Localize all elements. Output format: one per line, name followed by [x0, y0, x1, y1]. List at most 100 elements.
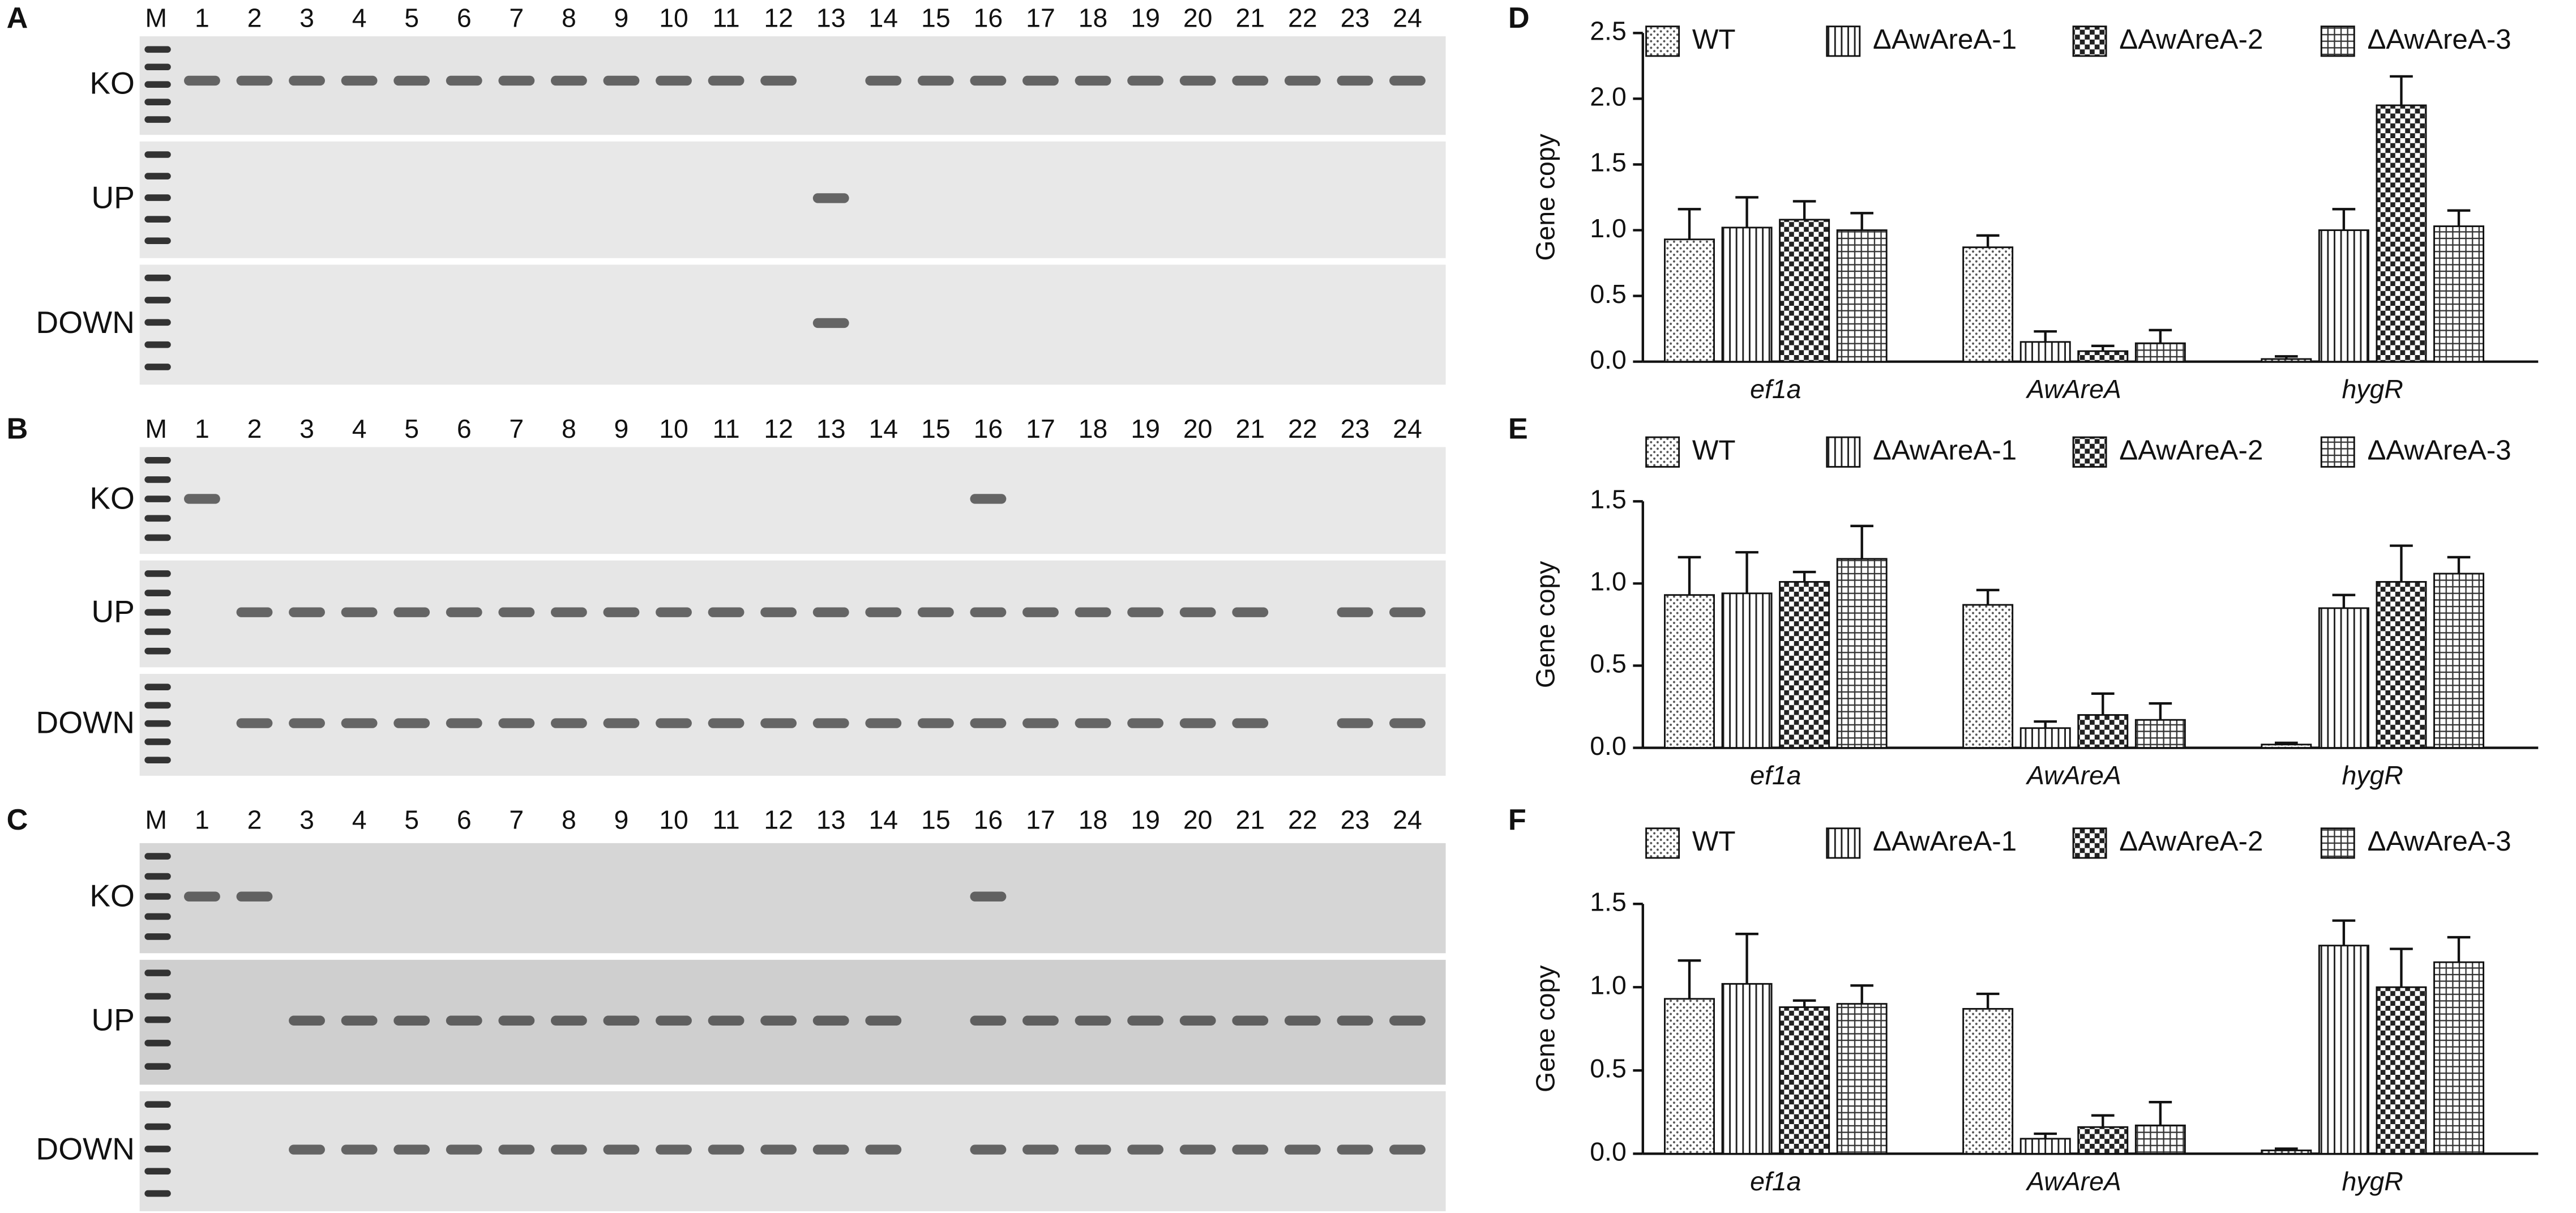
error-bar: [1678, 959, 1701, 999]
gel-band: [1389, 75, 1426, 86]
bar: [2261, 1149, 2312, 1155]
gel-band: [550, 1015, 587, 1026]
bar: [1779, 581, 1830, 749]
gel-band: [970, 494, 1007, 504]
bar: [1962, 246, 2014, 363]
lane-label: 22: [1288, 805, 1317, 834]
y-tick-label: 1.0: [1590, 971, 1627, 1000]
ladder-band: [144, 116, 171, 123]
lane-label: 18: [1079, 3, 1108, 32]
error-bar: [2332, 919, 2356, 946]
lane-label: 10: [659, 805, 688, 834]
legend-label: ΔAwAreA-3: [2367, 434, 2511, 465]
bar: [1836, 558, 1888, 749]
legend-label: ΔAwAreA-2: [2119, 24, 2263, 55]
error-bar: [1850, 984, 1873, 1004]
gel-band: [656, 1015, 692, 1026]
lane-label: 21: [1235, 3, 1265, 32]
ladder-band: [144, 570, 171, 577]
lane-label: 13: [816, 3, 846, 32]
gel-band: [708, 718, 744, 728]
gel-band: [603, 718, 640, 728]
error-bar: [2034, 1132, 2057, 1139]
ladder-band: [144, 993, 171, 1000]
bar: [2261, 358, 2312, 363]
ladder-band: [144, 738, 171, 745]
row-label: KO: [89, 66, 135, 101]
error-bar: [2091, 692, 2115, 715]
gel-band: [917, 718, 954, 728]
gel-band: [970, 891, 1007, 902]
error-bar: [2447, 209, 2471, 227]
lane-label: 23: [1341, 3, 1370, 32]
gel-band: [341, 607, 378, 617]
lane-label: 12: [764, 3, 793, 32]
y-tick-label: 0.0: [1590, 345, 1627, 374]
x-tick-label: hygR: [2342, 374, 2403, 404]
gel-band: [1389, 607, 1426, 617]
lane-label: 13: [816, 414, 846, 443]
x-tick-label: AwAreA: [2025, 1167, 2121, 1196]
error-bar: [2447, 936, 2471, 963]
ladder-band: [144, 628, 171, 635]
gel-band: [1022, 607, 1059, 617]
panel-label: A: [7, 2, 28, 35]
gel-band: [289, 75, 325, 86]
error-bar: [2149, 1100, 2172, 1126]
lane-label: 15: [921, 414, 951, 443]
error-bar: [2275, 355, 2298, 359]
gel-band: [865, 718, 902, 728]
error-bar: [2332, 593, 2356, 608]
lane-label: 19: [1131, 3, 1160, 32]
ladder-band: [144, 99, 171, 105]
bar: [2433, 225, 2484, 363]
bar: [2019, 341, 2071, 363]
gel-band: [184, 494, 220, 504]
gel-band: [498, 607, 535, 617]
ladder-band: [144, 46, 171, 53]
lane-label: 3: [299, 414, 314, 443]
bar: [2077, 1126, 2129, 1155]
x-tick-label: ef1a: [1750, 374, 1801, 404]
gel-band: [393, 75, 430, 86]
gel-band: [1022, 75, 1059, 86]
ladder-band: [144, 1123, 171, 1130]
gel-band: [1127, 75, 1164, 86]
lane-label: 20: [1183, 805, 1213, 834]
gel-band: [184, 75, 220, 86]
ladder-band: [144, 853, 171, 860]
lane-label: 12: [764, 805, 793, 834]
lane-label: 22: [1288, 414, 1317, 443]
gel-band: [812, 318, 849, 328]
lane-label: 6: [457, 414, 472, 443]
error-bar: [2390, 544, 2413, 582]
gel-band: [236, 718, 273, 728]
gel-band: [970, 1015, 1007, 1026]
ladder-band: [144, 913, 171, 920]
gel-band: [1127, 718, 1164, 728]
lane-label: 19: [1131, 805, 1160, 834]
error-bar: [1976, 992, 2000, 1009]
gel-band: [603, 1144, 640, 1155]
gel-band: [865, 75, 902, 86]
bar: [1721, 983, 1773, 1155]
lane-label: 4: [352, 3, 367, 32]
lane-label: 14: [868, 414, 898, 443]
gel-band: [812, 1144, 849, 1155]
lane-label: 15: [921, 3, 951, 32]
y-tick-label: 0.5: [1590, 1054, 1627, 1083]
gel-band: [550, 75, 587, 86]
gel-band: [341, 1015, 378, 1026]
lane-label: 10: [659, 414, 688, 443]
bar: [1664, 238, 1715, 363]
gel-band: [1232, 1144, 1269, 1155]
lane-label: 8: [562, 805, 576, 834]
lane-label: 5: [404, 414, 419, 443]
bar: [2134, 1124, 2186, 1155]
gel-band: [289, 1015, 325, 1026]
x-tick-label: ef1a: [1750, 761, 1801, 790]
row-label: DOWN: [36, 1131, 135, 1167]
ladder-band: [144, 969, 171, 976]
bar: [2433, 573, 2484, 749]
